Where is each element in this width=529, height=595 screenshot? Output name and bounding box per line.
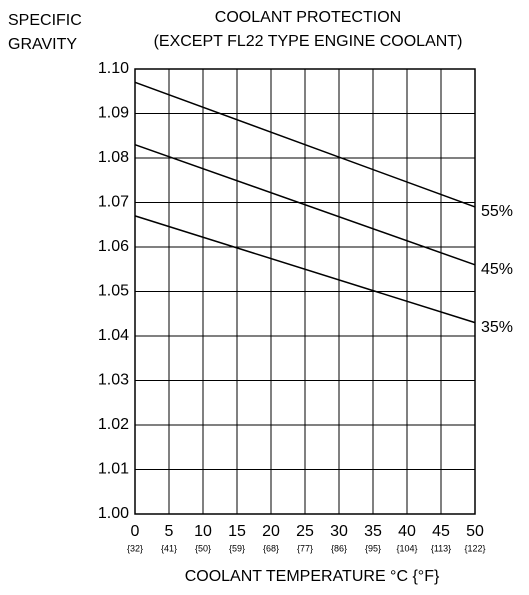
legend-label: 45% [481, 261, 513, 278]
chart-title: COOLANT PROTECTION [215, 9, 401, 26]
y-tick-label: 1.07 [98, 194, 129, 211]
x-tick-sublabel: {113} [431, 543, 451, 553]
x-tick-label: 30 [330, 523, 348, 540]
x-tick-sublabel: {41} [161, 543, 177, 553]
series-line [134, 215, 476, 324]
y-axis-title: SPECIFIC [8, 12, 82, 29]
y-tick-label: 1.10 [98, 60, 129, 77]
x-tick-sublabel: {77} [297, 543, 313, 553]
y-tick-label: 1.04 [98, 327, 129, 344]
series-line [134, 143, 476, 266]
y-tick-label: 1.05 [98, 283, 129, 300]
x-tick-sublabel: {32} [127, 543, 143, 553]
chart-subtitle: (EXCEPT FL22 TYPE ENGINE COOLANT) [154, 33, 463, 50]
x-tick-sublabel: {104} [396, 543, 417, 553]
y-tick-label: 1.09 [98, 105, 129, 122]
legend-label: 55% [481, 203, 513, 220]
x-tick-sublabel: {50} [195, 543, 211, 553]
y-tick-label: 1.08 [98, 149, 129, 166]
x-tick-label: 10 [194, 523, 212, 540]
x-tick-label: 15 [228, 523, 246, 540]
series-line [134, 81, 476, 208]
x-tick-label: 20 [262, 523, 280, 540]
x-tick-sublabel: {122} [464, 543, 485, 553]
y-tick-label: 1.02 [98, 416, 129, 433]
y-tick-label: 1.06 [98, 238, 129, 255]
x-tick-sublabel: {68} [263, 543, 279, 553]
x-axis-title: COOLANT TEMPERATURE °C {°F} [185, 568, 440, 585]
plot-border [134, 68, 476, 515]
y-tick-label: 1.00 [98, 505, 129, 522]
x-tick-sublabel: {59} [229, 543, 245, 553]
x-tick-label: 35 [364, 523, 382, 540]
x-tick-sublabel: {95} [365, 543, 381, 553]
x-tick-label: 25 [296, 523, 314, 540]
legend-label: 35% [481, 319, 513, 336]
x-tick-label: 0 [131, 523, 140, 540]
y-tick-label: 1.01 [98, 461, 129, 478]
x-tick-label: 45 [432, 523, 450, 540]
y-axis-title: GRAVITY [8, 36, 77, 53]
y-tick-label: 1.03 [98, 372, 129, 389]
x-tick-label: 5 [165, 523, 174, 540]
x-tick-label: 40 [398, 523, 416, 540]
x-tick-label: 50 [466, 523, 484, 540]
x-tick-sublabel: {86} [331, 543, 347, 553]
